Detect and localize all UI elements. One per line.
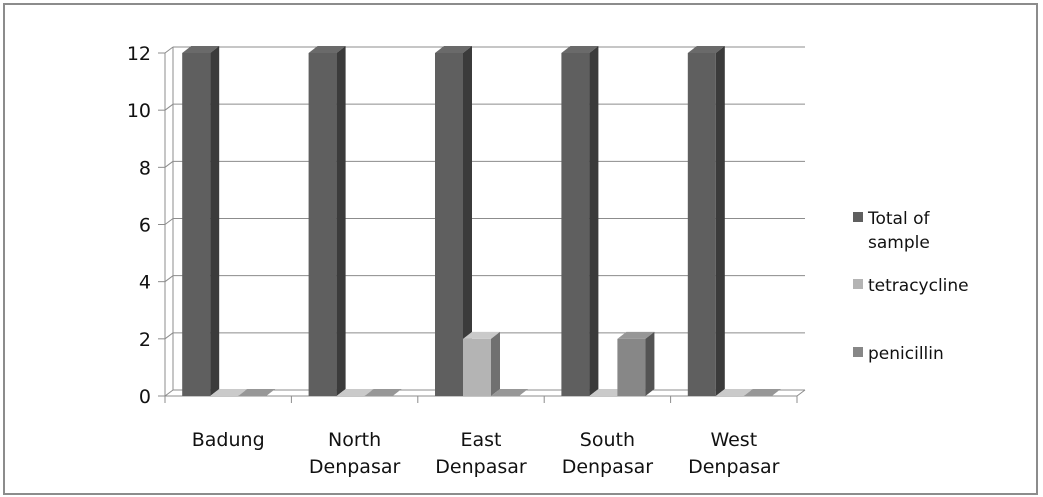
gridline-side-8	[164, 160, 174, 168]
bar-top	[308, 46, 346, 53]
bar-penicillin-badung	[238, 389, 276, 396]
bar-tetracycline-west-denpasar	[715, 389, 753, 396]
legend-label: penicillin	[868, 344, 944, 364]
bar-side	[645, 331, 655, 396]
bar-total-of-sample-north-denpasar	[308, 46, 346, 396]
x-tick-label: East	[461, 429, 502, 451]
bar-side	[463, 46, 472, 396]
chart-frame	[3, 3, 1038, 495]
x-tick-label: North	[328, 429, 381, 451]
gridline-side-4	[164, 275, 174, 283]
bar-front	[561, 53, 590, 396]
gridline-side-10	[164, 103, 174, 111]
bar-side	[491, 331, 500, 396]
legend-swatch	[853, 212, 863, 222]
x-tick-label: Denpasar	[562, 456, 654, 478]
legend-label: tetracycline	[868, 276, 969, 296]
bar-top	[238, 389, 276, 396]
bar-front	[687, 53, 716, 396]
legend-label: Total of	[867, 209, 931, 229]
x-tick-label: South	[580, 429, 635, 451]
bar-total-of-sample-east-denpasar	[435, 46, 472, 396]
bar-total-of-sample-west-denpasar	[687, 46, 725, 396]
bar-tetracycline-north-denpasar	[336, 389, 374, 396]
bar-tetracycline-badung	[210, 389, 248, 396]
bar-total-of-sample-south-denpasar	[561, 46, 599, 396]
legend-swatch	[853, 279, 863, 289]
legend-item-penicillin: penicillin	[853, 344, 944, 364]
y-tick-label: 0	[139, 386, 151, 408]
y-tick-label: 6	[139, 215, 151, 237]
x-tick-label: Denpasar	[435, 456, 527, 478]
bar-side	[589, 46, 599, 396]
legend-item-total-of-sample: Total of sample	[853, 209, 931, 253]
bar-total-of-sample-badung	[182, 46, 220, 396]
bar-top	[182, 46, 220, 53]
bar-top	[463, 331, 500, 339]
x-axis-edge	[796, 389, 806, 397]
bar-side	[210, 46, 220, 396]
bar-front	[617, 338, 646, 396]
bar-front	[463, 338, 491, 396]
tick-labels: 0 2 4 6 8 10 12 Badung North Denpasar East Denpasar…	[127, 43, 780, 478]
bar-penicillin-south-denpasar	[617, 331, 655, 396]
bar-side	[336, 46, 346, 396]
legend-item-tetracycline: tetracycline	[853, 276, 969, 296]
bar-penicillin-north-denpasar	[364, 389, 402, 396]
y-tick-label: 12	[127, 43, 151, 65]
bar-front	[435, 53, 463, 396]
gridline-side-2	[164, 332, 174, 340]
x-tick-label: Badung	[192, 429, 265, 451]
gridline-side-0	[164, 389, 174, 397]
legend-swatch	[853, 347, 863, 357]
bar-top	[491, 389, 528, 396]
bar-top	[617, 331, 655, 339]
bar-penicillin-west-denpasar	[743, 389, 781, 396]
bar-top	[561, 46, 599, 53]
bar-top	[687, 46, 725, 53]
legend-label: sample	[868, 233, 930, 253]
bar-top	[210, 389, 248, 396]
x-tick-label: Denpasar	[688, 456, 780, 478]
bar-tetracycline-south-denpasar	[589, 389, 627, 396]
bar-penicillin-east-denpasar	[491, 389, 528, 396]
bar-tetracycline-east-denpasar	[463, 331, 500, 396]
y-tick-label: 4	[139, 272, 151, 294]
x-tick-label: Denpasar	[309, 456, 401, 478]
bar-side	[715, 46, 725, 396]
bar-front	[308, 53, 337, 396]
x-tick-label: West	[710, 429, 757, 451]
y-tick-label: 2	[139, 329, 151, 351]
bar-top	[715, 389, 753, 396]
bar-front	[182, 53, 211, 396]
gridline-side-12	[164, 46, 174, 54]
bar-top	[435, 46, 472, 53]
bar-top	[336, 389, 374, 396]
bar-top	[589, 389, 627, 396]
bar-top	[743, 389, 781, 396]
bars	[182, 46, 781, 396]
y-tick-label: 8	[139, 157, 151, 179]
gridline-side-6	[164, 218, 174, 225]
legend: Total of sample tetracycline penicillin	[853, 209, 969, 364]
bar-top	[364, 389, 402, 396]
y-tick-label: 10	[127, 100, 151, 122]
